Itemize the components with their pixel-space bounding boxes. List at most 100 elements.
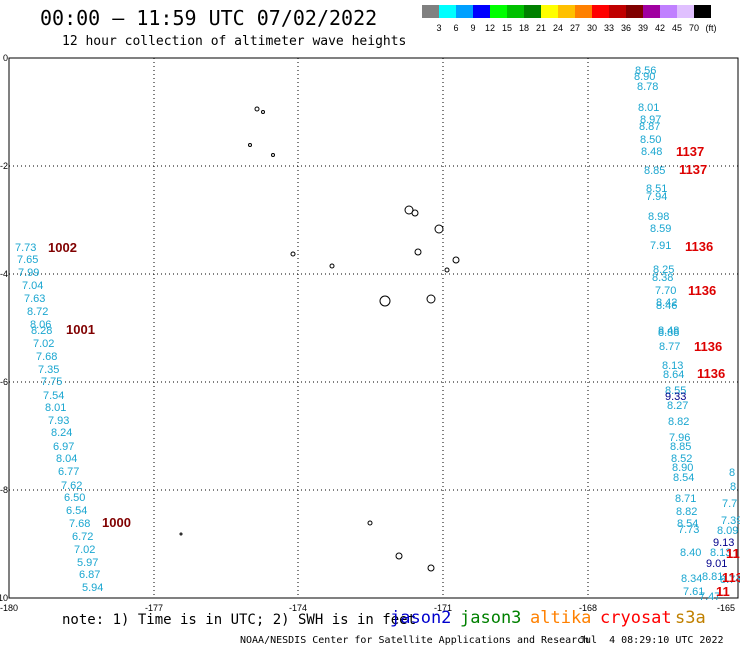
wave-height-value: 8.55 — [665, 385, 686, 397]
island-outline — [254, 106, 260, 112]
wave-height-value: 8.77 — [659, 341, 680, 353]
wave-height-value: 8.64 — [663, 369, 684, 381]
wave-height-value: 7.65 — [17, 254, 38, 266]
map-frame — [8, 57, 739, 599]
colorbar-swatch — [575, 5, 592, 18]
wave-height-value: 8.06 — [30, 319, 51, 331]
colorbar-swatch — [541, 5, 558, 18]
wave-height-value: 8.04 — [56, 453, 77, 465]
wave-height-value: 7.7 — [722, 498, 737, 510]
island-outline — [411, 209, 419, 217]
wave-height-value: 8.74 — [720, 574, 740, 586]
colorbar-label: 24 — [552, 23, 563, 33]
wave-height-value: 7.94 — [646, 191, 667, 203]
wave-height-value: 8.50 — [640, 134, 661, 146]
x-tick-label: -177 — [145, 603, 163, 613]
colorbar-label: 15 — [501, 23, 512, 33]
colorbar-label: 30 — [586, 23, 597, 33]
wave-height-value: 7.70 — [655, 285, 676, 297]
x-tick-label: -174 — [289, 603, 307, 613]
colorbar-label: 9 — [470, 23, 476, 33]
wave-height-value: 7.73 — [15, 242, 36, 254]
wave-height-value: 6.97 — [53, 441, 74, 453]
island-outline — [329, 263, 335, 269]
y-tick-label: 0 — [3, 53, 8, 63]
colorbar-label: 12 — [484, 23, 495, 33]
wave-height-value: 8.52 — [671, 453, 692, 465]
colorbar-label: 21 — [535, 23, 546, 33]
colorbar-label: 18 — [518, 23, 529, 33]
wave-height-value: 7.47 — [699, 591, 720, 603]
pressure-label: 1136 — [697, 366, 725, 381]
x-tick-label: -165 — [717, 603, 735, 613]
island-outline — [179, 532, 183, 536]
colorbar-swatch — [422, 5, 439, 18]
y-tick-label: -4 — [0, 269, 8, 279]
y-tick-label: -2 — [0, 161, 8, 171]
pressure-label: 1137 — [676, 144, 704, 159]
wave-height-value: 8.48 — [658, 325, 679, 337]
wave-height-value: 8.01 — [45, 402, 66, 414]
pressure-label: 113 — [726, 546, 740, 561]
wave-height-value: 7.93 — [48, 415, 69, 427]
wave-height-value: 8.13 — [662, 360, 683, 372]
colorbar-swatch — [490, 5, 507, 18]
wave-height-value: 9.13 — [713, 537, 734, 549]
wave-height-value: 8.97 — [640, 114, 661, 126]
wave-height-value: 8.85 — [644, 165, 665, 177]
wave-height-value: 8.82 — [668, 416, 689, 428]
y-tick-label: -8 — [0, 485, 8, 495]
colorbar-swatch — [524, 5, 541, 18]
island-outline — [404, 205, 414, 215]
wave-height-value: 9.33 — [665, 391, 686, 403]
island-outline — [427, 564, 435, 572]
y-tick-label: -10 — [0, 593, 8, 603]
y-tick-label: -6 — [0, 377, 8, 387]
legend-cryosat: cryosat — [600, 608, 672, 628]
colorbar-label: 39 — [637, 23, 648, 33]
wave-height-value: 8.56 — [635, 65, 656, 77]
wave-height-value: 7.96 — [669, 432, 690, 444]
pressure-label: 1001 — [66, 322, 95, 337]
legend-s3a: s3a — [675, 608, 706, 628]
colorbar-label: 36 — [620, 23, 631, 33]
wave-height-value: 8.81 — [702, 571, 723, 583]
wave-height-value: 6.87 — [79, 569, 100, 581]
wave-height-value: 7.91 — [650, 240, 671, 252]
wave-height-value: 8.13 — [710, 547, 731, 559]
wave-height-value: 7.02 — [33, 338, 54, 350]
wave-height-value: 7.54 — [43, 390, 64, 402]
wave-height-value: 8.90 — [672, 462, 693, 474]
wave-height-value: 8.28 — [31, 325, 52, 337]
wave-height-value: 8.09 — [717, 525, 738, 537]
wave-height-value: 8.40 — [680, 547, 701, 559]
wave-height-value: 8.46 — [656, 300, 677, 312]
island-outline — [434, 224, 444, 234]
legend-jason2: jason2 — [390, 608, 452, 628]
wave-height-value: 5.97 — [77, 557, 98, 569]
colorbar-swatch — [660, 5, 677, 18]
island-outline — [426, 294, 436, 304]
credit-line: NOAA/NESDIS Center for Satellite Applica… — [240, 635, 590, 646]
island-outline — [248, 143, 252, 147]
wave-height-value: 8.78 — [637, 81, 658, 93]
wave-height-value: 7.68 — [69, 518, 90, 530]
wave-height-value: 8 — [729, 467, 735, 479]
wave-height-value: 8.59 — [650, 223, 671, 235]
wave-height-value: 8.01 — [638, 102, 659, 114]
wave-height-value: 7.75 — [41, 376, 62, 388]
colorbar-label: 6 — [453, 23, 459, 33]
wave-height-value: 9.01 — [706, 558, 727, 570]
colorbar-swatch — [456, 5, 473, 18]
pressure-label: 11 — [716, 584, 730, 599]
colorbar-swatch — [439, 5, 456, 18]
pressure-label: 113 — [722, 570, 740, 585]
wave-height-value: 8.42 — [656, 297, 677, 309]
wave-height-value: 7.73 — [678, 524, 699, 536]
wave-height-value: 8.72 — [27, 306, 48, 318]
x-tick-label: -171 — [434, 603, 452, 613]
wave-height-value: 8.54 — [673, 472, 694, 484]
wave-height-value: 7.39 — [721, 515, 740, 527]
x-tick-label: -180 — [0, 603, 18, 613]
